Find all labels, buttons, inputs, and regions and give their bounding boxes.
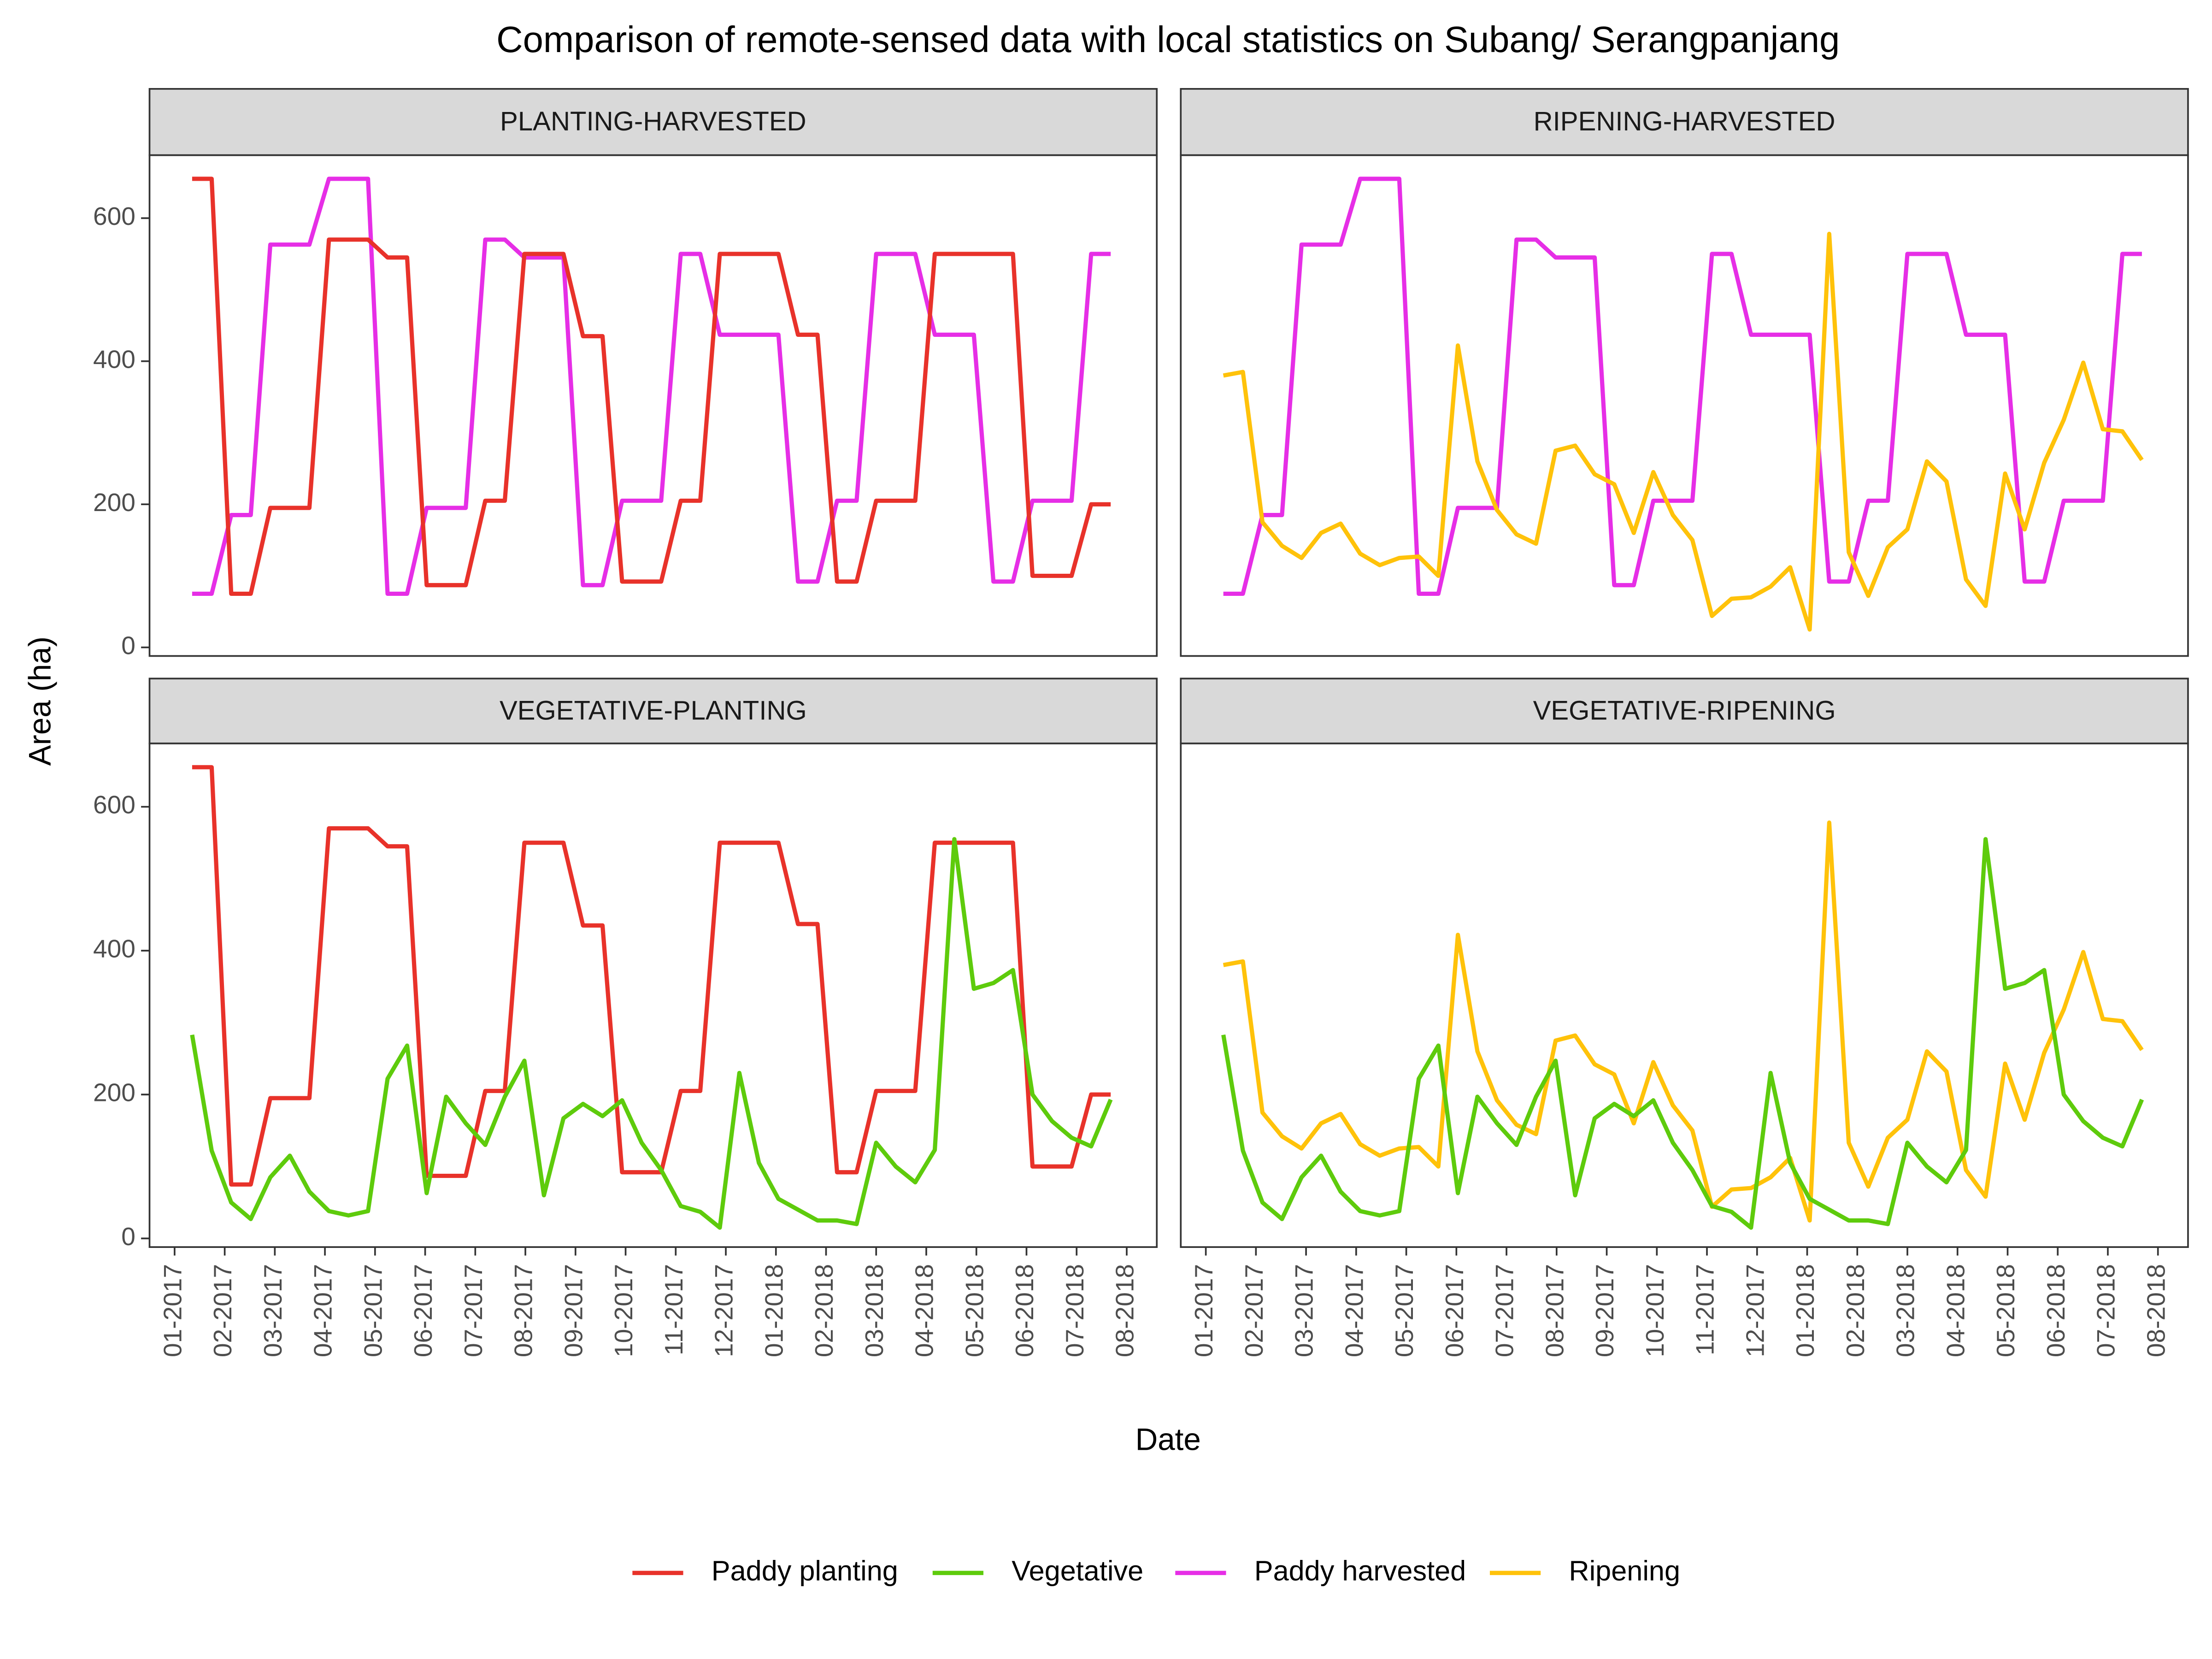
x-tick-label: 08-2018 (2141, 1264, 2170, 1357)
x-tick-label: 01-2017 (158, 1264, 187, 1357)
x-tick-label: 03-2018 (1891, 1264, 1920, 1357)
facet-title: RIPENING-HARVESTED (1534, 106, 1835, 136)
y-axis-label: Area (ha) (23, 636, 58, 766)
panel-border (1180, 154, 2189, 657)
panel-border (148, 154, 1158, 657)
legend-label: Paddy planting (712, 1555, 898, 1586)
x-tick-label: 04-2018 (910, 1264, 939, 1357)
x-tick-label: 07-2018 (2092, 1264, 2120, 1357)
chart-title: Comparison of remote-sensed data with lo… (496, 19, 1840, 60)
x-tick-label: 12-2017 (710, 1264, 738, 1357)
x-tick-label: 06-2017 (409, 1264, 437, 1357)
x-tick-label: 09-2017 (559, 1264, 588, 1357)
facet-title: VEGETATIVE-RIPENING (1533, 695, 1836, 725)
x-tick-label: 10-2017 (609, 1264, 638, 1357)
x-tick-label: 02-2018 (1841, 1264, 1870, 1357)
x-tick-label: 05-2017 (359, 1264, 387, 1357)
series-line (1223, 820, 2144, 1223)
x-tick-label: 05-2018 (1991, 1264, 2020, 1357)
x-tick-label: 02-2017 (208, 1264, 237, 1357)
x-tick-label: 06-2018 (2041, 1264, 2070, 1357)
x-tick-label: 06-2018 (1010, 1264, 1039, 1357)
y-tick-label: 0 (121, 631, 135, 659)
facet-title: PLANTING-HARVESTED (500, 106, 806, 136)
x-tick-label: 08-2017 (1540, 1264, 1569, 1357)
series-line (192, 176, 1111, 596)
x-tick-label: 11-2017 (1691, 1264, 1719, 1355)
x-tick-label: 05-2018 (960, 1264, 988, 1357)
y-tick-label: 200 (93, 1078, 135, 1107)
x-tick-label: 05-2017 (1390, 1264, 1418, 1357)
x-tick-label: 04-2018 (1941, 1264, 1970, 1357)
x-tick-label: 07-2017 (459, 1264, 488, 1357)
panel-border (148, 742, 1158, 1248)
x-tick-label: 07-2018 (1060, 1264, 1089, 1357)
x-axis-label: Date (1135, 1422, 1201, 1457)
x-tick-label: 08-2017 (509, 1264, 538, 1357)
x-tick-label: 07-2017 (1490, 1264, 1519, 1357)
x-tick-label: 09-2017 (1590, 1264, 1619, 1357)
series-line (190, 837, 1113, 1230)
panel-border (1180, 742, 2189, 1248)
legend-label: Ripening (1569, 1555, 1680, 1586)
x-tick-label: 08-2018 (1111, 1264, 1139, 1357)
x-tick-label: 04-2017 (309, 1264, 337, 1357)
facet-strip (148, 88, 1158, 156)
facet-strip (1180, 88, 2189, 156)
x-tick-label: 10-2017 (1641, 1264, 1669, 1357)
facet-strip (148, 677, 1158, 745)
y-tick-label: 200 (93, 488, 135, 517)
x-tick-label: 02-2018 (810, 1264, 838, 1357)
x-tick-label: 06-2017 (1440, 1264, 1469, 1357)
facet-title: VEGETATIVE-PLANTING (500, 695, 807, 725)
y-tick-label: 400 (93, 934, 135, 963)
facet-strip (1180, 677, 2189, 745)
x-tick-label: 11-2017 (659, 1264, 688, 1355)
series-line (192, 176, 1111, 596)
series-line (1221, 837, 2144, 1230)
series-line (1223, 176, 2142, 596)
legend-label: Vegetative (1012, 1555, 1143, 1586)
x-tick-label: 02-2017 (1240, 1264, 1268, 1357)
x-tick-label: 01-2018 (1791, 1264, 1819, 1357)
y-tick-label: 0 (121, 1222, 135, 1251)
y-tick-label: 600 (93, 790, 135, 819)
x-tick-label: 01-2017 (1189, 1264, 1218, 1357)
x-tick-label: 03-2018 (860, 1264, 888, 1357)
x-tick-label: 04-2017 (1340, 1264, 1368, 1357)
x-tick-label: 03-2017 (1290, 1264, 1318, 1357)
legend-label: Paddy harvested (1254, 1555, 1466, 1586)
x-tick-label: 12-2017 (1741, 1264, 1769, 1357)
series-line (192, 765, 1111, 1187)
x-tick-label: 03-2017 (259, 1264, 287, 1357)
series-line (1223, 231, 2144, 632)
x-tick-label: 01-2018 (759, 1264, 788, 1357)
y-tick-label: 600 (93, 202, 135, 230)
y-tick-label: 400 (93, 345, 135, 373)
